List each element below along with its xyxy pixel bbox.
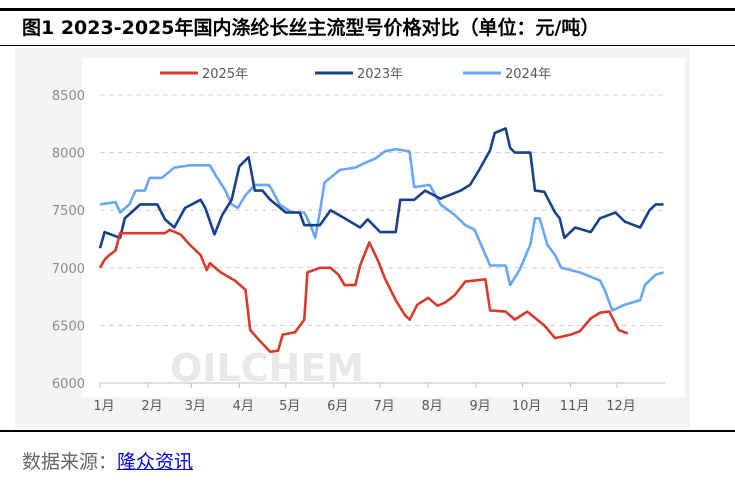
series-line-2024年: [99, 147, 664, 312]
chart-title: 图1 2023-2025年国内涤纶长丝主流型号价格对比（单位：元/吨）: [0, 8, 735, 46]
x-tick-label: 4月: [233, 399, 254, 414]
legend-label: 2023年: [357, 67, 403, 82]
y-tick-label: 8500: [52, 89, 85, 104]
series-line-2023年: [98, 127, 664, 249]
legend-label: 2024年: [505, 67, 551, 82]
source-label: 数据来源：: [22, 451, 118, 473]
y-tick-label: 7500: [52, 204, 85, 219]
x-tick-label: 5月: [279, 399, 300, 414]
x-tick-label: 11月: [560, 399, 590, 414]
divider: [0, 430, 735, 432]
x-tick-label: 2月: [141, 399, 162, 414]
x-tick-label: 12月: [606, 399, 636, 414]
x-tick-label: 8月: [422, 399, 443, 414]
y-tick-label: 6000: [52, 377, 85, 392]
x-tick-label: 3月: [185, 399, 206, 414]
series-line-2025年: [98, 228, 629, 354]
source-link[interactable]: 隆众资讯: [117, 451, 194, 473]
chart-panel: 6000 6500 7000 7500 8000 8500 OILCHEM 1月 2月 3月 4月 5…: [15, 48, 690, 428]
legend-label: 2025年: [202, 67, 248, 82]
x-tick-label: 1月: [93, 399, 114, 414]
x-tick-label: 9月: [470, 399, 491, 414]
x-tick-label: 6月: [327, 399, 348, 414]
plot-area: [82, 58, 685, 397]
y-tick-label: 6500: [52, 319, 85, 334]
x-tick-label: 7月: [374, 399, 395, 414]
y-tick-label: 7000: [52, 262, 85, 277]
line-chart: 6000 6500 7000 7500 8000 8500 OILCHEM 1月 2月 3月 4月 5…: [52, 58, 685, 414]
y-tick-label: 8000: [52, 147, 85, 162]
watermark: OILCHEM: [170, 346, 364, 390]
source-note: 数据来源：隆众资讯: [22, 447, 193, 474]
x-tick-label: 10月: [512, 399, 542, 414]
